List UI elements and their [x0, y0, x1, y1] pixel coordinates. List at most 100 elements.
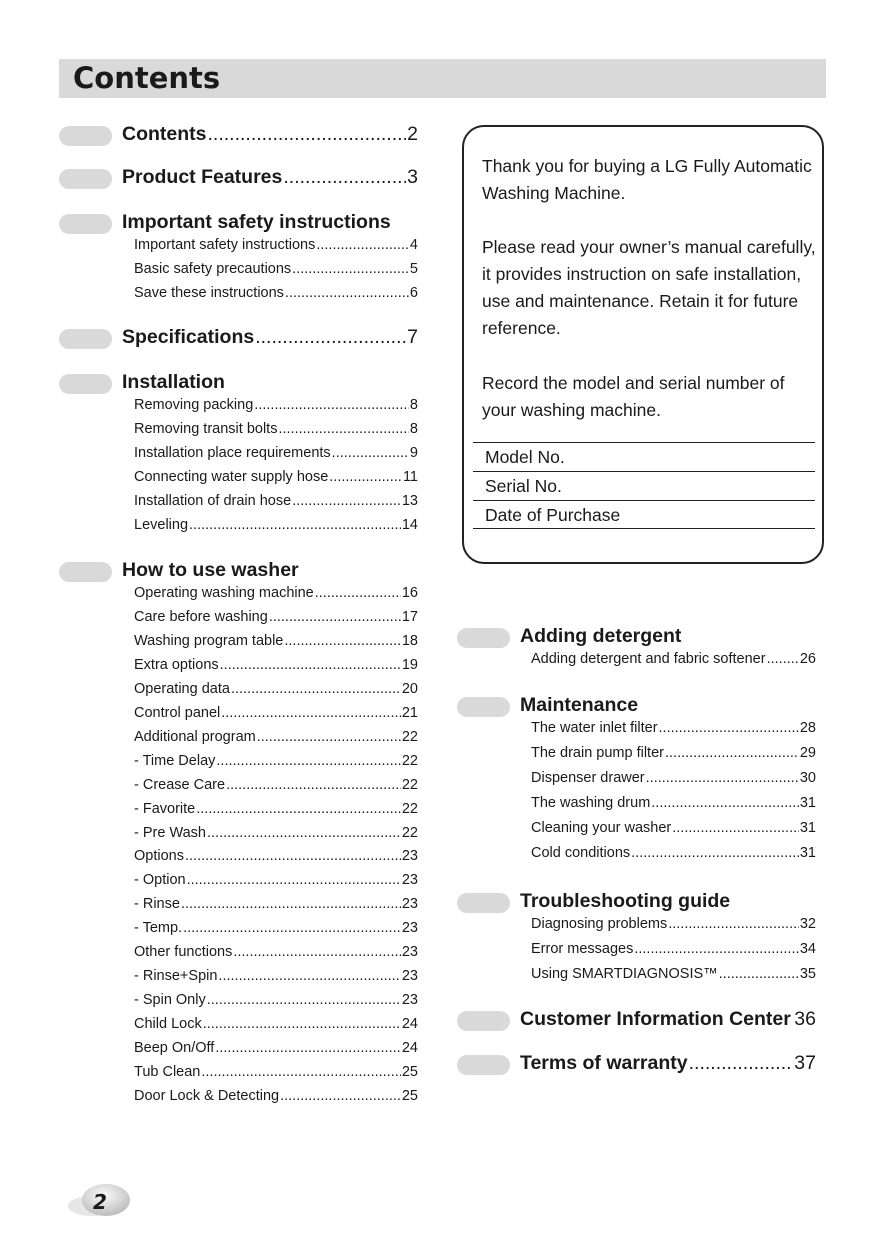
toc-item-operating-washing-machine[interactable]: Operating washing machine 16	[134, 585, 418, 609]
toc-item-other-functions[interactable]: Other functions 23	[134, 944, 418, 968]
toc-item-door-lock-detecting[interactable]: Door Lock & Detecting 25	[134, 1088, 418, 1112]
toc-section-terms-of-warranty[interactable]: Terms of warranty 37	[520, 1052, 816, 1078]
toc-item-pre-wash[interactable]: - Pre Wash 22	[134, 825, 418, 849]
toc-item-using-smartdiagnosis[interactable]: Using SMARTDIAGNOSIS™ 35	[531, 966, 816, 990]
dot-leader	[216, 753, 400, 769]
page-ref: 22	[401, 824, 418, 841]
toc-item-cold-conditions[interactable]: Cold conditions 31	[531, 845, 816, 869]
entry-label: The drain pump filter	[531, 745, 664, 761]
dot-leader	[231, 681, 401, 697]
toc-item-basic-safety-precautions[interactable]: Basic safety precautions 5	[134, 261, 418, 285]
entry-label: Adding detergent and fabric softener	[531, 651, 766, 667]
toc-item-beep-on-off[interactable]: Beep On/Off 24	[134, 1040, 418, 1064]
toc-item-control-panel[interactable]: Control panel 21	[134, 705, 418, 729]
entry-label: Specifications	[122, 326, 255, 348]
toc-item-tub-clean[interactable]: Tub Clean 25	[134, 1064, 418, 1088]
page-ref: 3	[407, 166, 418, 188]
toc-section-installation[interactable]: Installation	[122, 371, 418, 397]
dot-leader	[207, 825, 401, 841]
toc-item-care-before-washing[interactable]: Care before washing 17	[134, 609, 418, 633]
toc-section-adding-detergent[interactable]: Adding detergent	[520, 625, 816, 651]
section-marker	[457, 1055, 510, 1075]
entry-label: Beep On/Off	[134, 1040, 215, 1057]
page-ref: 23	[401, 848, 418, 865]
toc-section-product-features[interactable]: Product Features 3	[122, 166, 418, 192]
toc-section-maintenance[interactable]: Maintenance	[520, 694, 816, 720]
toc-item-crease-care[interactable]: - Crease Care 22	[134, 777, 418, 801]
toc-item-important-safety-instructions[interactable]: Important safety instructions 4	[134, 237, 418, 261]
dot-leader	[207, 992, 401, 1008]
toc-item-child-lock[interactable]: Child Lock 24	[134, 1016, 418, 1040]
page-ref: 23	[401, 992, 418, 1009]
toc-item-the-washing-drum[interactable]: The washing drum 31	[531, 795, 816, 819]
toc-item-removing-transit-bolts[interactable]: Removing transit bolts 8	[134, 421, 418, 445]
section-marker	[59, 374, 112, 394]
toc-item-temp[interactable]: - Temp. 23	[134, 920, 418, 944]
toc-item-dispenser-drawer[interactable]: Dispenser drawer 30	[531, 770, 816, 794]
dot-leader	[285, 285, 409, 301]
toc-item-diagnosing-problems[interactable]: Diagnosing problems 32	[531, 916, 816, 940]
toc-item-spin-only[interactable]: - Spin Only 23	[134, 992, 418, 1016]
toc-item-installation-place-requirements[interactable]: Installation place requirements 9	[134, 445, 418, 469]
toc-section-important-safety-instructions[interactable]: Important safety instructions	[122, 211, 418, 237]
serial-no-field: Serial No.	[473, 471, 815, 500]
entry-label: - Spin Only	[134, 992, 206, 1009]
page-ref: 25	[401, 1087, 418, 1104]
entry-label: Terms of warranty	[520, 1052, 688, 1074]
toc-item-washing-program-table[interactable]: Washing program table 18	[134, 633, 418, 657]
toc-section-contents[interactable]: Contents 2	[122, 123, 418, 149]
entry-label: Installation	[122, 371, 225, 393]
dot-leader	[189, 517, 401, 533]
dot-leader	[792, 1008, 793, 1031]
dot-leader	[315, 585, 401, 601]
page-ref: 6	[409, 284, 418, 301]
dot-leader	[292, 261, 409, 277]
entry-label: - Favorite	[134, 800, 196, 817]
entry-label: The washing drum	[531, 795, 651, 811]
toc-item-option[interactable]: - Option 23	[134, 872, 418, 896]
title-bar: Contents	[59, 59, 826, 98]
toc-item-additional-program[interactable]: Additional program 22	[134, 729, 418, 753]
toc-item-leveling[interactable]: Leveling 14	[134, 517, 418, 541]
section-marker	[457, 893, 510, 913]
toc-item-operating-data[interactable]: Operating data 20	[134, 681, 418, 705]
dot-leader	[201, 1064, 400, 1080]
toc-item-options[interactable]: Options 23	[134, 848, 418, 872]
toc-item-time-delay[interactable]: - Time Delay 22	[134, 753, 418, 777]
toc-item-the-water-inlet-filter[interactable]: The water inlet filter 28	[531, 720, 816, 744]
dot-leader	[185, 848, 401, 864]
toc-item-rinse-spin[interactable]: - Rinse+Spin 23	[134, 968, 418, 992]
page-ref: 22	[401, 800, 418, 817]
toc-section-troubleshooting-guide[interactable]: Troubleshooting guide	[520, 890, 816, 916]
toc-item-save-these-instructions[interactable]: Save these instructions 6	[134, 285, 418, 309]
toc-section-specifications[interactable]: Specifications 7	[122, 326, 418, 352]
page-ref: 22	[401, 776, 418, 793]
toc-item-removing-packing[interactable]: Removing packing 8	[134, 397, 418, 421]
entry-label: Adding detergent	[520, 625, 682, 647]
toc-item-installation-of-drain-hose[interactable]: Installation of drain hose 13	[134, 493, 418, 517]
toc-item-rinse[interactable]: - Rinse 23	[134, 896, 418, 920]
toc-section-how-to-use-washer[interactable]: How to use washer	[122, 559, 418, 585]
toc-item-cleaning-your-washer[interactable]: Cleaning your washer 31	[531, 820, 816, 844]
page-ref: 35	[799, 966, 816, 982]
toc-item-error-messages[interactable]: Error messages 34	[531, 941, 816, 965]
toc-item-connecting-water-supply-hose[interactable]: Connecting water supply hose 11	[134, 469, 418, 493]
dot-leader	[283, 166, 406, 189]
toc-item-adding-detergent-and-fabric-softener[interactable]: Adding detergent and fabric softener 26	[531, 651, 816, 675]
dot-leader	[269, 609, 401, 625]
toc-section-customer-information-center[interactable]: Customer Information Center36	[520, 1008, 816, 1034]
page-ref: 7	[407, 326, 418, 348]
section-marker	[457, 697, 510, 717]
toc-item-favorite[interactable]: - Favorite 22	[134, 801, 418, 825]
page-ref: 4	[409, 237, 418, 253]
page-ref: 24	[401, 1016, 418, 1033]
page-ref: 2	[407, 123, 418, 145]
section-marker	[59, 214, 112, 234]
entry-label: - Rinse	[134, 896, 180, 913]
toc-item-extra-options[interactable]: Extra options 19	[134, 657, 418, 681]
entry-label: Installation place requirements	[134, 444, 331, 461]
page-ref: 34	[799, 941, 816, 957]
page-ref: 22	[401, 752, 418, 769]
toc-item-the-drain-pump-filter[interactable]: The drain pump filter 29	[531, 745, 816, 769]
dot-leader	[257, 729, 401, 745]
